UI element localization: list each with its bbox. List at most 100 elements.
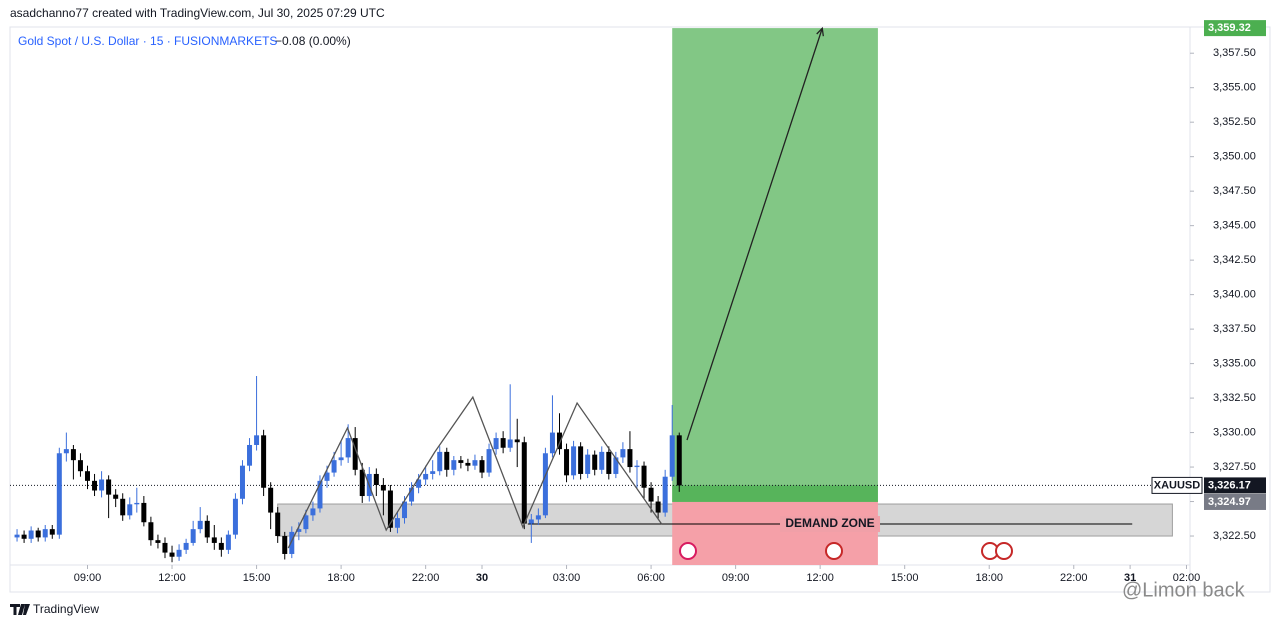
candle-body [451,460,457,470]
candle-body [669,435,675,477]
candle-body [239,465,245,499]
candle-body [662,476,668,513]
symbol-tag-bg [1151,476,1203,494]
candle-body [458,460,464,463]
candle-body [634,465,640,468]
candle-body [571,446,577,476]
candle-body [613,457,619,474]
x-tick-label: 31 [1124,572,1136,584]
y-tick-label: 3,340.00 [1213,289,1256,301]
candle-body [627,449,633,468]
candle-body [204,520,210,538]
y-tick-label: 3,335.00 [1213,358,1256,370]
y-tick-label: 3,345.00 [1213,220,1256,232]
candle-body [303,515,309,530]
candle-body [345,438,351,458]
candle-body [92,480,98,491]
y-tick-label: 3,322.50 [1213,530,1256,542]
watermark: @Limon back [1122,579,1246,601]
candle-body [162,542,168,553]
candle-body [183,542,189,550]
y-tick-label: 3,352.50 [1213,116,1256,128]
candle-body [486,449,492,473]
profit-zone [672,28,878,502]
price-tag: 3,359.32 [1208,22,1251,34]
x-tick-label: 06:00 [637,572,665,584]
credit: asadchanno77 created with TradingView.co… [10,6,385,20]
candle-body [359,469,365,497]
candle-body [416,479,422,488]
candle-body [113,494,119,499]
candle-body [155,540,161,543]
candle-body [564,449,570,476]
y-tick-label: 3,337.50 [1213,323,1256,335]
candle-body [56,453,62,535]
y-tick-label: 3,350.00 [1213,151,1256,163]
candle-body [641,465,647,488]
x-tick-label: 15:00 [891,572,919,584]
event-icon [995,542,1013,560]
candle-body [542,453,548,516]
candle-body [437,451,443,472]
symbol-tag: XAUUSD [1154,479,1201,491]
candle-body [197,520,203,530]
candle-body [35,530,41,538]
candle-body [352,438,358,470]
candle-body [592,454,598,470]
frame [9,26,1271,593]
candle-body [655,501,661,513]
candle-body [324,472,330,481]
y-tick-label: 3,330.00 [1213,426,1256,438]
candle-body [465,462,471,466]
candle-body [394,518,400,528]
candle-body [472,460,478,466]
candle-body [648,487,654,502]
x-tick-label: 22:00 [412,572,440,584]
candle-body [479,460,485,473]
y-tick-label: 3,327.50 [1213,461,1256,473]
candle-body [444,451,450,470]
y-tick-label: 3,355.00 [1213,82,1256,94]
y-tick-label: 3,357.50 [1213,47,1256,59]
candle-body [402,501,408,519]
candle-body [282,536,288,554]
x-tick-label: 30 [476,572,488,584]
x-tick-label: 18:00 [975,572,1003,584]
candle-body [535,515,541,520]
price-tag-bg [1204,20,1266,37]
candle-body [549,432,555,454]
candle-body [42,529,48,538]
candle-body [423,473,429,480]
y-tick-label: 3,342.50 [1213,254,1256,266]
candle-body [77,460,83,472]
candle-body [521,442,527,524]
candle-body [148,522,154,541]
candle-body [176,549,182,557]
candle-body [606,451,612,474]
candle-body [190,529,196,543]
candle-body [599,451,605,470]
candle-body [225,534,231,550]
candle-body [338,457,344,461]
candle-body [387,490,393,528]
candle-body [620,449,626,458]
candle-body [70,449,76,461]
candle-body [310,508,316,516]
candle-body [317,480,323,509]
x-tick-label: 09:00 [722,572,750,584]
x-tick-label: 12:00 [158,572,186,584]
zigzag [287,395,663,549]
loss-zone [672,501,878,565]
candle-body [232,498,238,535]
demand-label: DEMAND ZONE [785,516,874,530]
candle-body [275,512,281,537]
y-tick-label: 3,347.50 [1213,185,1256,197]
x-tick-label: 15:00 [243,572,271,584]
candle-body [169,552,175,557]
arrow-head [816,26,824,37]
price-tag: 3,326.17 [1208,479,1251,491]
candle-body [99,479,105,491]
change: −0.08 (0.00%) [275,34,351,48]
candle-body [127,504,133,516]
candle-body [261,435,267,488]
